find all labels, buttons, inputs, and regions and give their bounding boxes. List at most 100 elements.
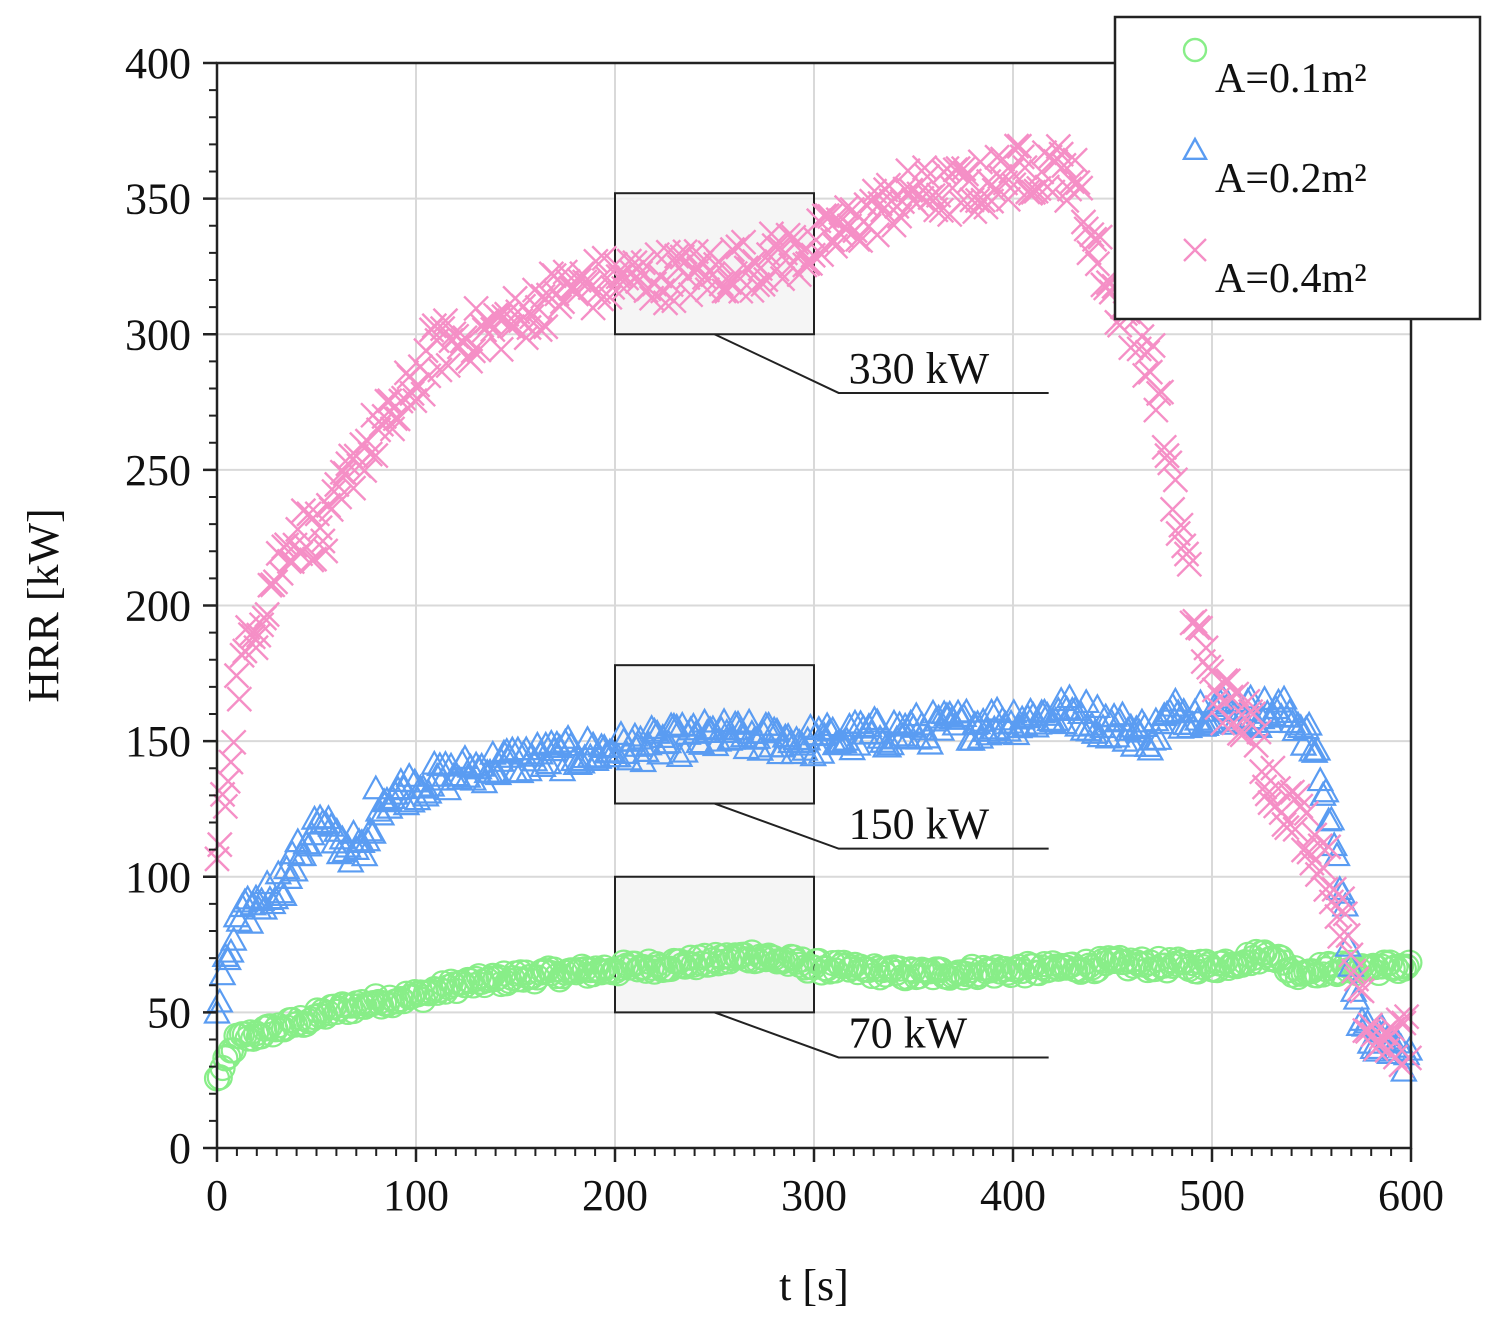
data-point xyxy=(1209,710,1236,737)
data-point xyxy=(432,307,459,334)
data-point xyxy=(719,236,746,263)
legend-label-a02: A=0.2m² xyxy=(1215,156,1367,202)
data-point xyxy=(1212,667,1239,694)
data-point xyxy=(1151,434,1178,461)
data-point xyxy=(226,686,253,712)
data-point xyxy=(205,987,234,1013)
data-point xyxy=(883,959,910,986)
legend-marker-circle xyxy=(1182,37,1208,63)
data-point xyxy=(914,163,941,190)
data-point xyxy=(350,841,379,867)
data-point xyxy=(956,957,983,984)
data-point xyxy=(326,484,353,510)
data-point xyxy=(1186,688,1215,714)
data-point xyxy=(644,241,671,268)
data-point xyxy=(387,986,414,1013)
data-point xyxy=(1323,841,1351,867)
data-point xyxy=(565,750,594,776)
data-point xyxy=(864,222,891,248)
data-point xyxy=(909,185,935,212)
data-point xyxy=(298,547,325,573)
data-point xyxy=(1064,711,1092,737)
data-point xyxy=(1215,667,1242,694)
annotation-leader xyxy=(714,1011,1049,1059)
data-point xyxy=(1009,144,1035,170)
data-point xyxy=(769,265,796,292)
data-point xyxy=(744,271,771,298)
y-tick-label: 350 xyxy=(125,175,191,224)
legend-item-a02: A=0.2m² xyxy=(1181,136,1367,202)
data-point xyxy=(1072,688,1101,714)
data-point xyxy=(415,980,442,1007)
data-point xyxy=(359,818,387,844)
data-point xyxy=(375,793,404,819)
data-point xyxy=(549,288,576,315)
data-point xyxy=(566,267,593,294)
data-point xyxy=(445,764,474,790)
data-point xyxy=(916,729,945,755)
data-point xyxy=(254,601,280,628)
x-axis-title: t [s] xyxy=(779,1261,849,1310)
data-point xyxy=(1317,805,1346,831)
data-point xyxy=(1173,541,1200,567)
data-point xyxy=(1165,520,1192,547)
data-point xyxy=(941,710,970,736)
data-point xyxy=(966,723,995,749)
y-tick-label: 300 xyxy=(125,310,191,359)
data-point xyxy=(727,278,754,305)
data-point xyxy=(730,229,757,256)
data-point xyxy=(264,859,293,885)
data-point xyxy=(282,532,308,558)
data-point xyxy=(817,203,843,230)
data-point xyxy=(1154,442,1180,469)
data-point xyxy=(529,752,557,777)
data-point xyxy=(245,622,272,648)
data-point xyxy=(212,1045,239,1072)
data-point xyxy=(284,516,311,543)
data-point xyxy=(325,839,354,865)
data-point xyxy=(1250,685,1279,711)
data-point xyxy=(652,290,679,316)
data-point xyxy=(1285,783,1311,809)
data-point xyxy=(838,735,867,761)
data-point xyxy=(512,735,541,761)
data-point xyxy=(1393,1003,1420,1030)
legend-label-a04: A=0.4m² xyxy=(1215,256,1367,302)
y-tick-label: 200 xyxy=(125,582,191,631)
data-point xyxy=(1209,950,1236,977)
data-point xyxy=(665,742,694,768)
series-cross xyxy=(204,133,1423,1078)
data-point xyxy=(220,729,247,756)
data-point xyxy=(746,735,775,761)
data-point xyxy=(824,729,853,755)
data-point xyxy=(312,538,339,564)
data-point xyxy=(534,749,563,775)
data-point xyxy=(1229,721,1256,748)
data-point xyxy=(361,774,390,800)
data-series xyxy=(203,133,1424,1092)
data-point xyxy=(1000,171,1027,198)
data-point xyxy=(630,953,657,981)
data-point xyxy=(924,703,953,729)
data-point xyxy=(410,381,437,408)
data-point xyxy=(1207,684,1233,711)
data-point xyxy=(283,827,312,853)
data-point xyxy=(269,881,298,907)
data-point xyxy=(1130,711,1159,737)
data-point xyxy=(1240,701,1267,727)
data-point xyxy=(1087,945,1114,973)
data-point xyxy=(610,949,637,976)
data-point xyxy=(1006,133,1033,160)
data-point xyxy=(1042,148,1069,175)
data-point xyxy=(596,284,623,311)
data-point xyxy=(449,969,476,996)
data-point xyxy=(855,712,883,737)
annotation-leader xyxy=(714,333,1049,394)
data-point xyxy=(1100,701,1128,727)
data-point xyxy=(314,804,343,830)
data-point xyxy=(1048,141,1075,167)
annotation-boxes xyxy=(614,192,815,1014)
data-point xyxy=(616,954,643,981)
